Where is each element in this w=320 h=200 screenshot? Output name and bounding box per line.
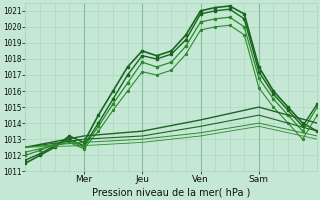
X-axis label: Pression niveau de la mer( hPa ): Pression niveau de la mer( hPa ) <box>92 187 251 197</box>
